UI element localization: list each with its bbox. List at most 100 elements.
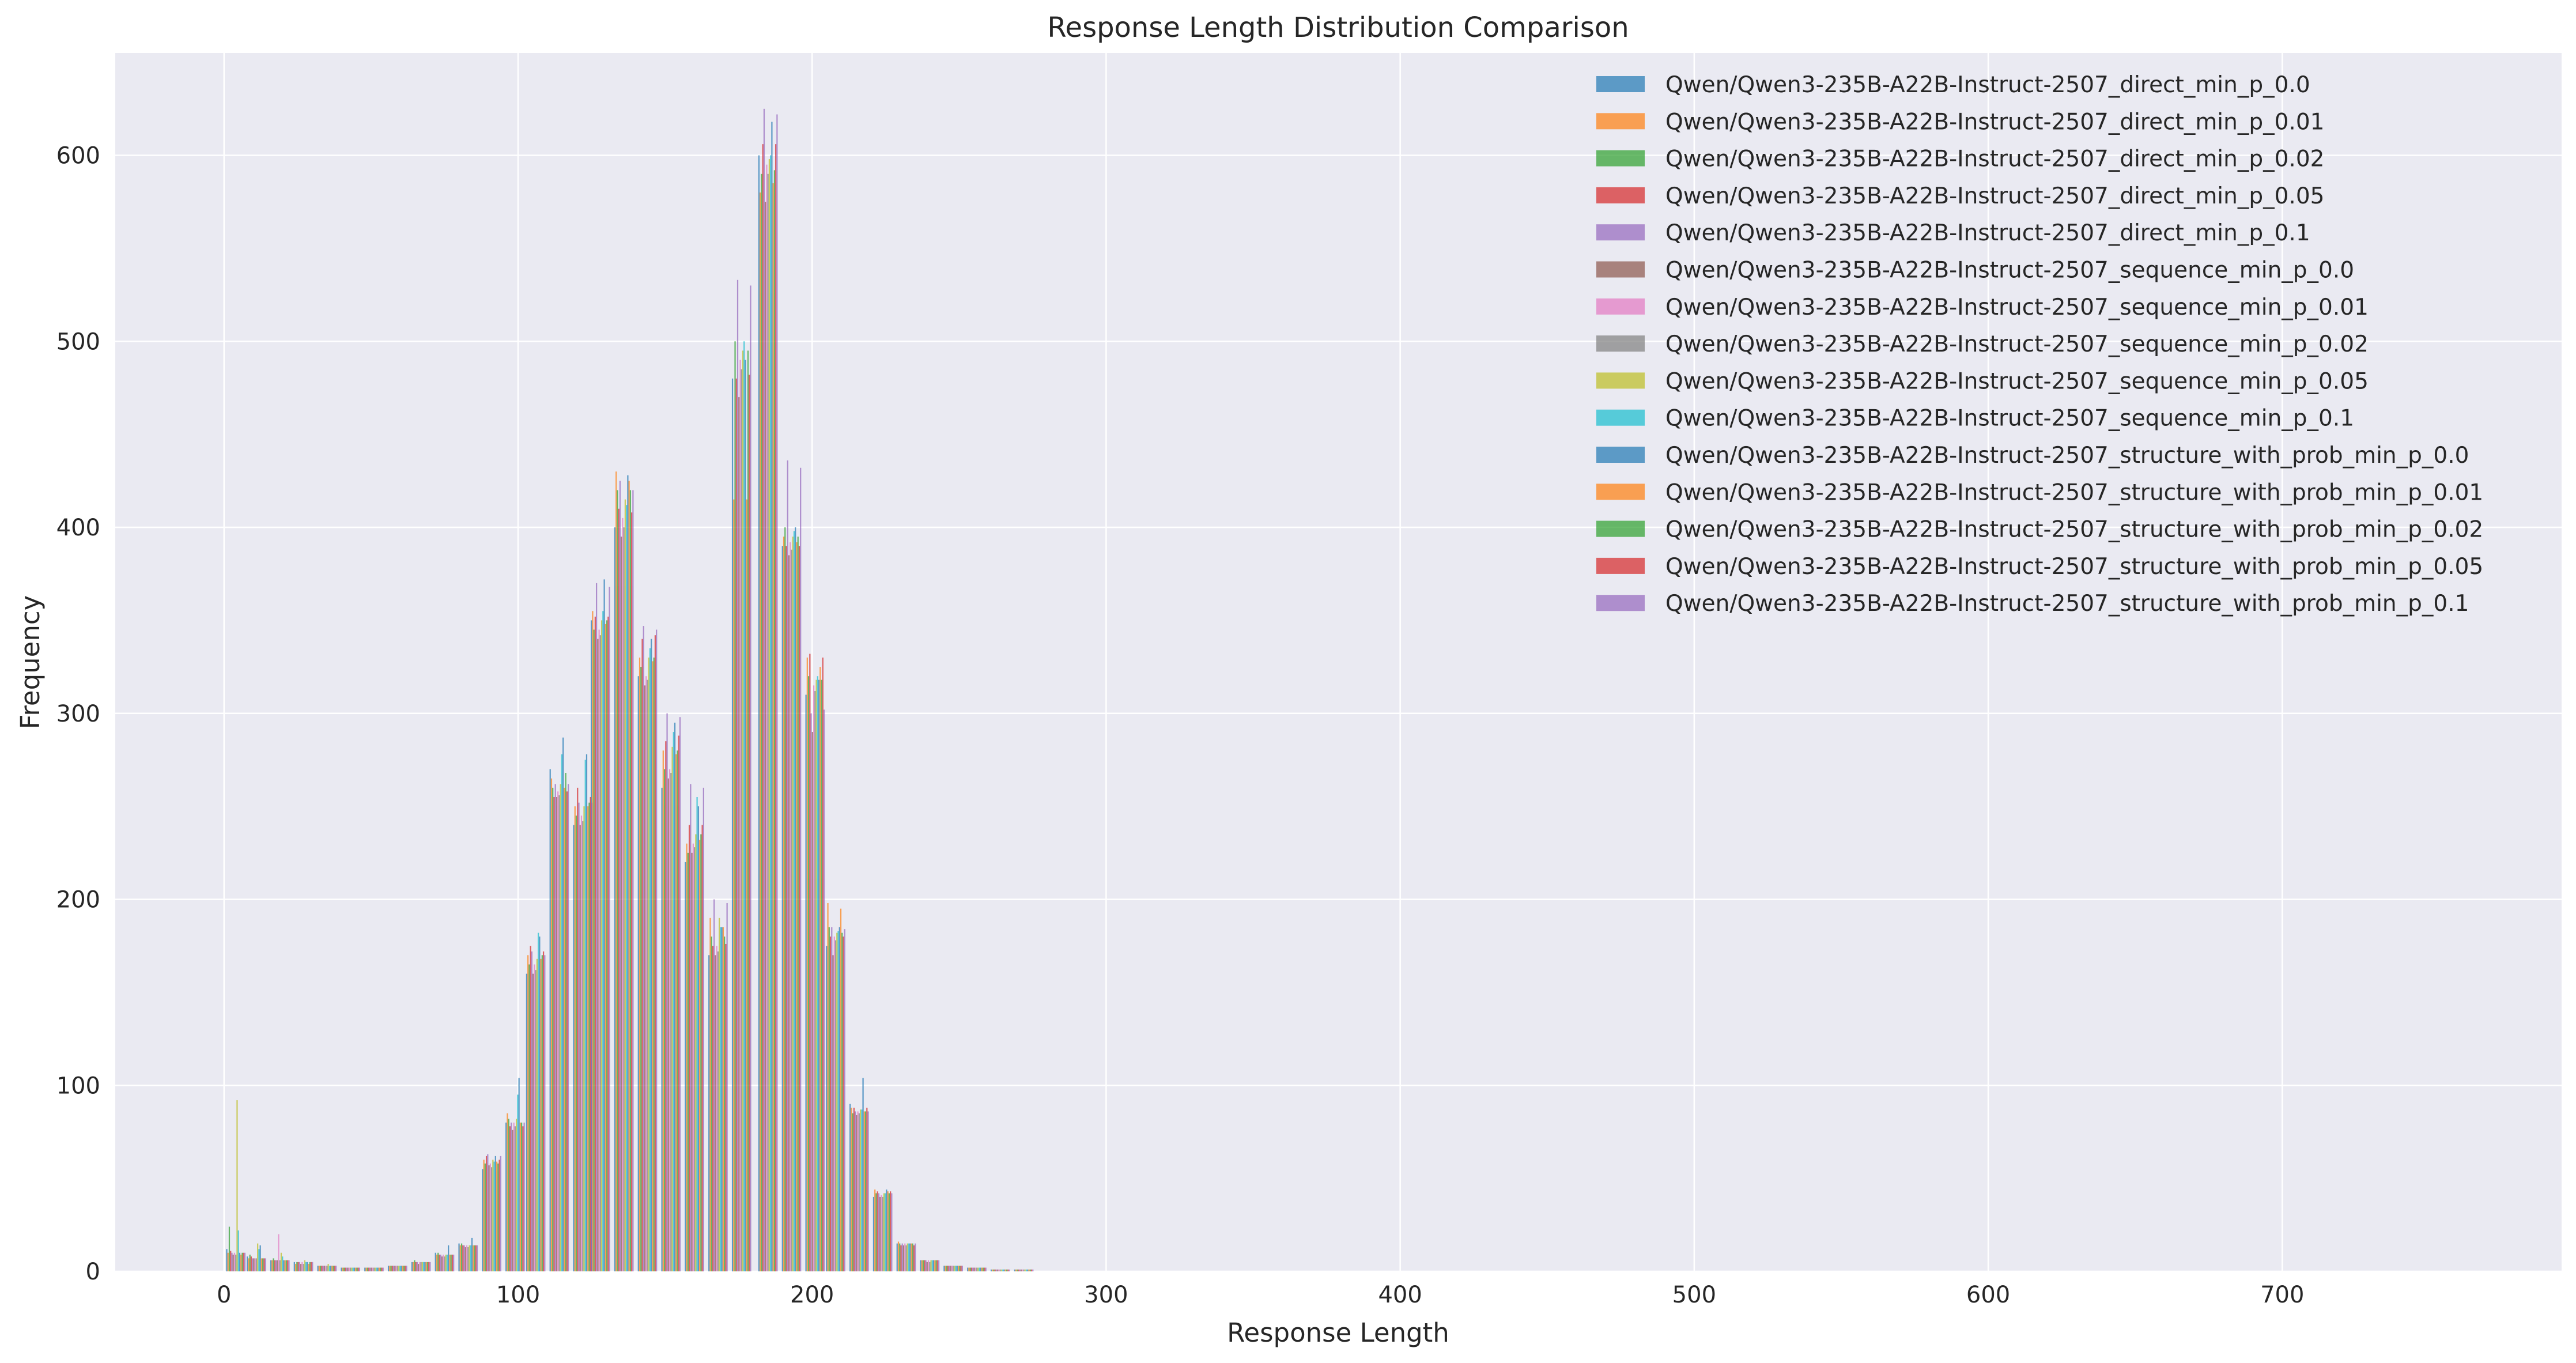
histogram-bar <box>553 796 555 1271</box>
histogram-bar <box>235 1254 237 1271</box>
histogram-bar <box>345 1267 346 1271</box>
bar-series <box>231 108 1021 1272</box>
histogram-bar <box>399 1266 401 1271</box>
histogram-bar <box>934 1260 936 1271</box>
bar-series <box>244 114 1034 1272</box>
legend-swatch <box>1596 224 1645 241</box>
histogram-bar <box>787 460 788 1271</box>
histogram-bar <box>935 1260 937 1271</box>
histogram-bar <box>653 657 655 1271</box>
histogram-bar <box>467 1247 469 1271</box>
histogram-bar <box>841 932 843 1271</box>
histogram-bar <box>485 1156 488 1271</box>
histogram-bar <box>675 754 677 1271</box>
histogram-bar <box>327 1264 329 1271</box>
histogram-bar <box>273 1258 274 1271</box>
histogram-bar <box>685 862 686 1271</box>
histogram-bar <box>667 778 669 1271</box>
histogram-bar <box>896 1243 898 1271</box>
histogram-bar <box>938 1260 940 1271</box>
histogram-bar <box>742 350 744 1271</box>
histogram-bar <box>254 1258 256 1271</box>
histogram-bar <box>810 713 812 1271</box>
histogram-bar <box>623 527 625 1272</box>
legend-swatch <box>1596 187 1645 203</box>
histogram-bar <box>248 1258 250 1271</box>
histogram-bar <box>998 1269 1000 1271</box>
legend-swatch <box>1596 372 1645 389</box>
histogram-bar <box>743 341 745 1271</box>
histogram-bar <box>436 1254 438 1271</box>
histogram-bar <box>853 1107 855 1271</box>
histogram-bar <box>702 787 704 1271</box>
histogram-bar <box>350 1267 352 1271</box>
histogram-bar <box>255 1258 258 1271</box>
histogram-bar <box>856 1115 858 1271</box>
histogram-bar <box>348 1267 350 1271</box>
legend-label: Qwen/Qwen3-235B-A22B-Instruct-2507_struc… <box>1665 517 2483 543</box>
legend-swatch <box>1596 261 1645 278</box>
histogram-bar <box>712 946 714 1271</box>
histogram-bar <box>866 1107 868 1271</box>
histogram-bar <box>595 583 598 1271</box>
histogram-bar <box>952 1266 954 1271</box>
histogram-bar <box>854 1111 856 1271</box>
histogram-bar <box>259 1245 261 1271</box>
histogram-bar <box>426 1262 428 1271</box>
histogram-bar <box>512 1130 513 1271</box>
histogram-bar <box>421 1262 423 1271</box>
histogram-bar <box>775 144 777 1271</box>
histogram-bar <box>287 1260 289 1271</box>
legend-label: Qwen/Qwen3-235B-A22B-Instruct-2507_seque… <box>1665 258 2354 284</box>
grid-lines <box>115 53 2562 1273</box>
histogram-bar <box>600 620 603 1271</box>
histogram-bar <box>536 958 538 1271</box>
histogram-bar <box>943 1266 945 1271</box>
histogram-bar <box>973 1267 975 1271</box>
histogram-bar <box>587 806 589 1271</box>
histogram-bar <box>739 360 741 1271</box>
histogram-bar <box>617 490 618 1271</box>
histogram-bar <box>701 825 703 1271</box>
bar-series <box>235 173 1025 1272</box>
histogram-bar <box>981 1267 983 1271</box>
histogram-bar <box>647 679 648 1271</box>
histogram-bar <box>605 624 606 1271</box>
legend-swatch <box>1596 484 1645 500</box>
histogram-bar <box>303 1264 304 1271</box>
histogram-bar <box>540 958 542 1271</box>
histogram-bar <box>905 1245 907 1271</box>
histogram-bar <box>887 1191 889 1271</box>
histogram-bar <box>352 1267 354 1271</box>
legend-item: Qwen/Qwen3-235B-A22B-Instruct-2507_struc… <box>1596 517 2483 543</box>
x-tick-label: 400 <box>1378 1282 1422 1308</box>
histogram-bar <box>908 1243 910 1271</box>
histogram-bar <box>262 1258 264 1271</box>
legend-label: Qwen/Qwen3-235B-A22B-Instruct-2507_seque… <box>1665 295 2369 320</box>
histogram-bar <box>411 1262 413 1271</box>
y-tick-label: 400 <box>56 515 100 541</box>
histogram-bar <box>561 754 563 1271</box>
histogram-bar <box>557 791 559 1271</box>
histogram-bar <box>271 1260 273 1271</box>
histogram-bar <box>490 1167 493 1271</box>
histogram-bar <box>993 1269 995 1271</box>
histogram-bar <box>296 1262 298 1271</box>
histogram-bar <box>771 122 773 1272</box>
histogram-bar <box>851 1107 852 1271</box>
histogram-bar <box>377 1267 379 1271</box>
histogram-bar <box>446 1254 448 1271</box>
histogram-bar <box>954 1266 955 1271</box>
histogram-bar <box>230 1251 232 1271</box>
histogram-bar <box>517 1094 519 1271</box>
histogram-bar <box>864 1111 867 1271</box>
histogram-bar <box>498 1160 500 1271</box>
histogram-bar <box>429 1262 431 1271</box>
histogram-bar <box>1028 1269 1030 1271</box>
histogram-bar <box>629 490 632 1271</box>
histogram-bar <box>437 1252 439 1271</box>
histogram-bar <box>549 769 551 1271</box>
histogram-bar <box>890 1191 892 1271</box>
histogram-bar <box>471 1237 473 1271</box>
histogram-bar <box>470 1245 471 1271</box>
